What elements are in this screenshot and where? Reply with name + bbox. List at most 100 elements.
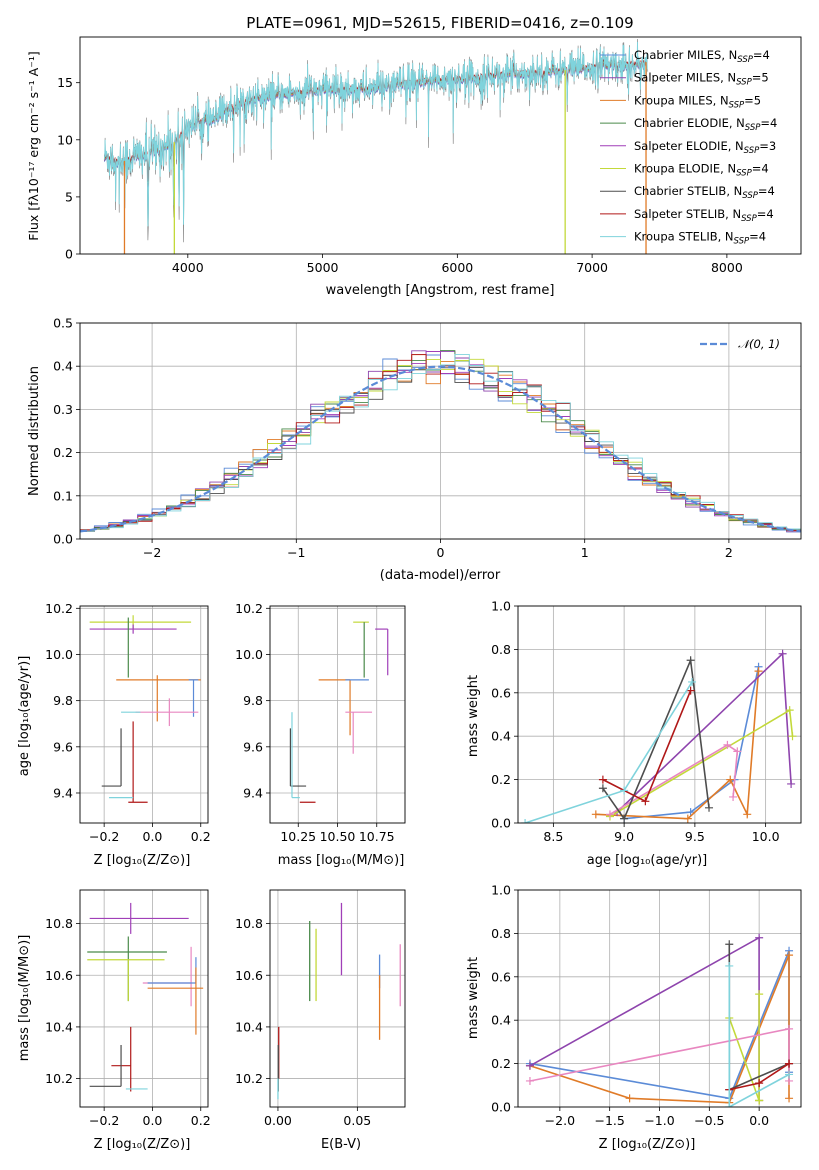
weight-marker (683, 814, 692, 823)
legend-entry: Salpeter ELODIE, NSSP=3 (634, 139, 776, 156)
ytick-label: 10.2 (45, 601, 73, 616)
weight-marker (743, 810, 752, 819)
xtick-label: 0.0 (143, 829, 163, 844)
errorbar-point (87, 959, 165, 1002)
mass-vs-ebv-panel: 0.00 0.05 10.2 10.4 10.6 10.8 (235, 889, 406, 1128)
ytick-label: 0.8 (491, 642, 511, 657)
residuals-legend: 𝒩(0, 1) (700, 337, 780, 351)
spectrum-panel: 4000 5000 6000 7000 8000 0 5 10 15 Chabrier MILES… (57, 36, 802, 275)
residuals-axes: −2 −1 0 1 2 0.0 0.1 0.2 0.3 0.4 0.5 𝒩(0, 1) (53, 316, 802, 560)
ytick-label: 10 (57, 132, 73, 147)
xtick-label: 2 (725, 545, 733, 560)
spectrum-ylabel: Flux [fλ10⁻¹⁷ erg cm⁻² s⁻¹ A⁻¹] (26, 51, 41, 240)
normal-reference-curve (80, 365, 801, 533)
model-line-9 (103, 41, 648, 227)
weight-vs-z-panel: −2.0 −1.5 −1.0 −0.5 0.0 0.0 0.2 0.4 0.6 0.8 1.0 (491, 883, 802, 1128)
ytick-label: 0.4 (491, 729, 511, 744)
age-vs-z-panel: −0.2 0.0 0.2 9.4 9.6 9.8 10.0 10.2 (45, 601, 211, 844)
weight-z-xlabel: Z [log₁₀(Z/Z⊙)] (599, 1137, 696, 1152)
age-vs-Z-axes: −0.2 0.0 0.2 9.4 9.6 9.8 10.0 10.2 (45, 601, 211, 844)
legend-entry: Chabrier MILES, NSSP=4 (634, 48, 770, 65)
weight-marker (785, 1070, 794, 1079)
errorbar-point (135, 698, 199, 727)
ytick-label: 10.8 (235, 916, 263, 931)
weight-marker (788, 732, 797, 741)
residuals-frame (79, 322, 802, 540)
errorbar-point (89, 1045, 122, 1087)
ytick-label: 0.2 (53, 445, 73, 460)
ytick-label: 9.6 (243, 739, 263, 754)
ytick-label: 0.4 (53, 359, 73, 374)
ytick-label: 1.0 (491, 883, 511, 898)
mass-vs-Z-grid (80, 890, 208, 1107)
errorbar-point (89, 624, 177, 634)
xtick-label: −2 (143, 545, 161, 560)
errorbar-point (147, 967, 204, 1035)
age-vs-mass-panel: 10.25 10.50 10.75 9.4 9.6 9.8 10.0 10.2 (235, 601, 406, 844)
ytick-label: 0.8 (491, 926, 511, 941)
xtick-label: −2.0 (545, 1113, 575, 1128)
ytick-label: 0.0 (491, 816, 511, 831)
weight-marker (591, 810, 600, 819)
weight-vs-Z-frame (517, 889, 802, 1108)
ytick-label: 10.2 (235, 601, 263, 616)
age-vs-mass-axes: 10.25 10.50 10.75 9.4 9.6 9.8 10.0 10.2 (235, 601, 406, 844)
xtick-label: 8000 (711, 260, 743, 275)
weight-marker (787, 779, 796, 788)
weight-marker (525, 1076, 534, 1085)
weight-line-5 (609, 743, 739, 815)
spectrum-axes: 4000 5000 6000 7000 8000 0 5 10 15 Chabrier MILES… (57, 36, 802, 275)
weight-marker (625, 1094, 634, 1103)
weight-marker (755, 1096, 764, 1105)
xtick-label: 0.2 (191, 829, 211, 844)
mass-vs-Z-marks (87, 902, 204, 1092)
weight-line-4 (728, 994, 760, 1101)
age-vs-mass-frame (269, 605, 406, 824)
xtick-label: −1 (287, 545, 305, 560)
ytick-label: 0.2 (491, 772, 511, 787)
ytick-label: 0.5 (53, 316, 73, 331)
ytick-label: 0.1 (53, 488, 73, 503)
weight-marker (723, 740, 732, 749)
weight-marker (686, 686, 695, 695)
weight-marker (705, 803, 714, 812)
legend-entry: Salpeter STELIB, NSSP=4 (634, 207, 774, 224)
weight-z-ylabel: mass weight (466, 957, 481, 1039)
ytick-label: 10.8 (45, 916, 73, 931)
ytick-label: 0.0 (53, 532, 73, 547)
weight-marker (620, 786, 629, 795)
mass-vs-z-panel: −0.2 0.0 0.2 10.2 10.4 10.6 10.8 (45, 889, 211, 1128)
errorbar-point (188, 679, 199, 717)
xtick-label: −1.0 (644, 1113, 674, 1128)
xtick-label: 0 (437, 545, 445, 560)
xtick-label: 5000 (307, 260, 339, 275)
xtick-label: 4000 (172, 260, 204, 275)
weight-vs-Z-marks (525, 933, 794, 1107)
weight-marker (755, 1079, 764, 1088)
weight-marker (725, 1103, 734, 1107)
xtick-label: 10.75 (359, 829, 395, 844)
age-z-ylabel: age [log₁₀(age/yr)] (17, 656, 32, 777)
residuals-marks (80, 350, 801, 533)
weight-marker (686, 808, 695, 817)
xtick-label: 6000 (441, 260, 473, 275)
weight-marker (725, 961, 734, 970)
age-vs-mass-grid (270, 606, 405, 823)
ytick-label: 10.6 (45, 968, 73, 983)
xtick-label: 9.5 (685, 829, 705, 844)
xtick-label: 0.2 (191, 1113, 211, 1128)
xtick-label: 0.0 (749, 1113, 769, 1128)
ytick-label: 5 (65, 189, 73, 204)
mass-vs-EBV-grid (270, 890, 405, 1107)
weight-marker (688, 677, 697, 686)
mass-vs-EBV-axes: 0.00 0.05 10.2 10.4 10.6 10.8 (235, 889, 406, 1128)
xtick-label: 8.5 (543, 829, 563, 844)
ytick-label: 10.2 (45, 1071, 73, 1086)
ytick-label: 9.4 (53, 785, 73, 800)
mass-z-xlabel: Z [log₁₀(Z/Z⊙)] (94, 1137, 191, 1152)
mass-vs-EBV-frame (269, 889, 406, 1108)
xtick-label: 0.00 (264, 1113, 292, 1128)
weight-marker (733, 747, 742, 756)
weight-marker (755, 990, 764, 999)
ytick-label: 10.0 (45, 647, 73, 662)
